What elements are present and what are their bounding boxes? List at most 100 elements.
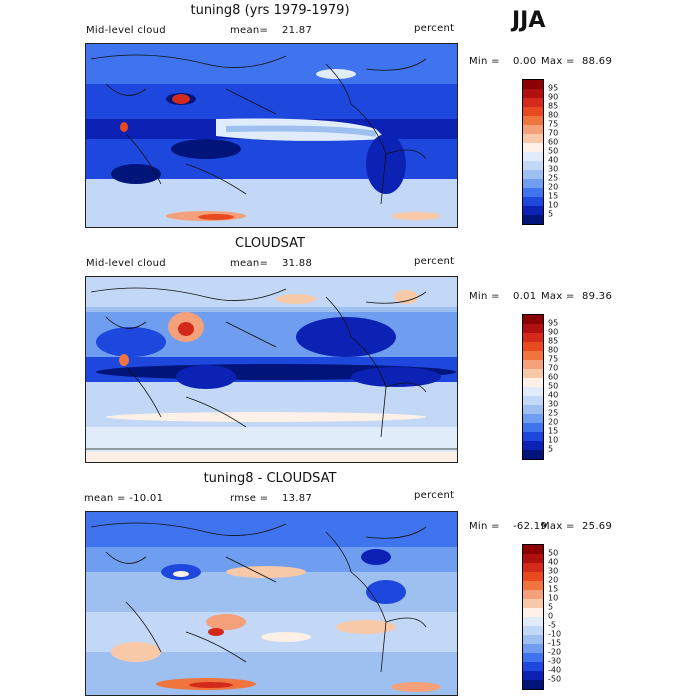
panel-3-map (85, 511, 458, 696)
colorbar-segment (523, 441, 543, 450)
colorbar-level-label: 95 (548, 318, 559, 328)
panel-2-min-value: 0.01 (513, 291, 537, 302)
panel-2-variable-label: Mid-level cloud (86, 258, 166, 269)
colorbar-level-label: 80 (548, 345, 559, 355)
colorbar-level-label: 80 (548, 110, 559, 120)
colorbar-segment (523, 161, 543, 170)
colorbar-segment (523, 572, 543, 581)
panel-1-colorbar (522, 79, 544, 225)
colorbar-level-label: -50 (548, 674, 562, 684)
colorbar-segment (523, 405, 543, 414)
colorbar-segment (523, 581, 543, 590)
colorbar-segment (523, 635, 543, 644)
colorbar-segment (523, 653, 543, 662)
panel-2-title: CLOUDSAT (235, 236, 305, 251)
colorbar-level-label: 75 (548, 354, 559, 364)
colorbar-segment (523, 360, 543, 369)
panel-2-map-svg (86, 277, 457, 462)
colorbar-level-label: -5 (548, 620, 556, 630)
colorbar-level-label: 15 (548, 426, 559, 436)
colorbar-segment (523, 98, 543, 107)
panel-3-min-label: Min = (469, 521, 500, 532)
colorbar-segment (523, 680, 543, 689)
colorbar-level-label: 10 (548, 593, 559, 603)
colorbar-level-label: 40 (548, 557, 559, 567)
panel-1-max-value: 88.69 (582, 56, 613, 67)
colorbar-segment (523, 563, 543, 572)
colorbar-level-label: 40 (548, 390, 559, 400)
colorbar-segment (523, 116, 543, 125)
panel-1-mean-label: mean= (230, 25, 269, 36)
panel-2-colorbar (522, 314, 544, 460)
colorbar-level-label: 30 (548, 164, 559, 174)
colorbar-segment (523, 671, 543, 680)
panel-2-map (85, 276, 458, 463)
panel-3-rmse-label: rmse = (230, 493, 269, 504)
colorbar-level-label: 15 (548, 191, 559, 201)
colorbar-segment (523, 197, 543, 206)
colorbar-level-label: 90 (548, 92, 559, 102)
colorbar-level-label: -10 (548, 629, 562, 639)
colorbar-level-label: 95 (548, 83, 559, 93)
panel-3-units: percent (414, 490, 455, 501)
colorbar-level-label: 20 (548, 575, 559, 585)
colorbar-segment (523, 626, 543, 635)
colorbar-level-label: -20 (548, 647, 562, 657)
panel-3-max-value: 25.69 (582, 521, 613, 532)
colorbar-segment (523, 89, 543, 98)
colorbar-level-label: 20 (548, 417, 559, 427)
panel-3-max-label: Max = (541, 521, 575, 532)
panel-2-mean-value: 31.88 (282, 258, 313, 269)
colorbar-level-label: 70 (548, 128, 559, 138)
panel-3-map-svg (86, 512, 457, 695)
colorbar-segment (523, 80, 543, 89)
colorbar-segment (523, 179, 543, 188)
colorbar-level-label: 50 (548, 548, 559, 558)
colorbar-segment (523, 206, 543, 215)
colorbar-level-label: 90 (548, 327, 559, 337)
panel-2-max-value: 89.36 (582, 291, 613, 302)
panel-1-units: percent (414, 23, 455, 34)
colorbar-segment (523, 143, 543, 152)
panel-1-variable-label: Mid-level cloud (86, 25, 166, 36)
colorbar-segment (523, 545, 543, 554)
panel-1-colorbar-labels: 95 90 85 80 75 70 60 50 40 30 25 20 15 10 5 (548, 79, 588, 223)
colorbar-level-label: 30 (548, 566, 559, 576)
colorbar-level-label: 5 (548, 209, 554, 219)
colorbar-level-label: 50 (548, 146, 559, 156)
colorbar-segment (523, 662, 543, 671)
colorbar-segment (523, 188, 543, 197)
colorbar-segment (523, 396, 543, 405)
panel-1-map (85, 43, 458, 228)
colorbar-level-label: 85 (548, 101, 559, 111)
colorbar-level-label: 25 (548, 173, 559, 183)
colorbar-segment (523, 333, 543, 342)
panel-3-title: tuning8 - CLOUDSAT (203, 471, 337, 486)
panel-1-min-value: 0.00 (513, 56, 537, 67)
colorbar-level-label: 40 (548, 155, 559, 165)
colorbar-level-label: 20 (548, 182, 559, 192)
colorbar-segment (523, 125, 543, 134)
panel-2-min-label: Min = (469, 291, 500, 302)
colorbar-segment (523, 423, 543, 432)
season-label: JJA (512, 8, 546, 33)
colorbar-segment (523, 554, 543, 563)
colorbar-segment (523, 599, 543, 608)
panel-2-units: percent (414, 256, 455, 267)
colorbar-segment (523, 369, 543, 378)
colorbar-segment (523, 134, 543, 143)
colorbar-segment (523, 342, 543, 351)
panel-1-min-label: Min = (469, 56, 500, 67)
colorbar-level-label: 30 (548, 399, 559, 409)
colorbar-level-label: -30 (548, 656, 562, 666)
colorbar-level-label: -15 (548, 638, 562, 648)
panel-1-map-svg (86, 44, 457, 227)
panel-3-min-value: -62.19 (513, 521, 548, 532)
colorbar-segment (523, 215, 543, 224)
colorbar-segment (523, 414, 543, 423)
colorbar-level-label: -40 (548, 665, 562, 675)
panel-2-colorbar-labels: 95 90 85 80 75 70 60 50 40 30 25 20 15 10 5 (548, 314, 588, 458)
colorbar-segment (523, 107, 543, 116)
colorbar-segment (523, 608, 543, 617)
colorbar-level-label: 60 (548, 372, 559, 382)
